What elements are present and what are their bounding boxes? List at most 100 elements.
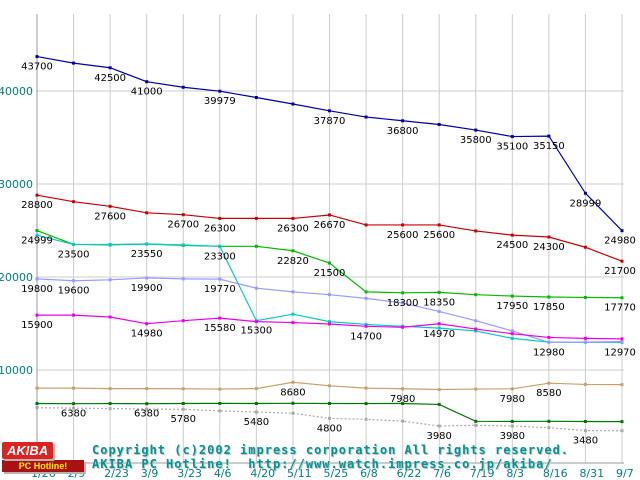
series-marker-dark-blue (108, 66, 112, 70)
series-marker-dark-blue (328, 109, 331, 113)
point-label-red: 26300 (277, 223, 309, 234)
series-marker-cyan (364, 322, 368, 326)
point-label-dark-green: 6380 (134, 409, 159, 420)
series-marker-tan (35, 386, 39, 390)
series-marker-red (437, 223, 441, 227)
point-label-green: 22820 (277, 256, 309, 267)
series-marker-gray (583, 429, 587, 433)
series-marker-green (254, 244, 258, 248)
series-marker-dark-blue (181, 85, 185, 89)
series-marker-magenta (218, 316, 222, 320)
series-marker-cyan (72, 242, 76, 246)
series-marker-red (328, 213, 331, 217)
point-label-dark-blue: 35100 (496, 142, 528, 153)
series-marker-magenta (437, 322, 441, 326)
series-marker-gray (437, 424, 441, 428)
series-marker-dark-blue (35, 55, 39, 59)
series-marker-dark-blue (72, 61, 76, 65)
point-label-green: 18300 (387, 298, 419, 309)
point-label-dark-green: 6380 (61, 409, 86, 420)
point-label-dark-blue: 41000 (131, 87, 163, 98)
point-label-dark-blue: 24980 (604, 236, 636, 247)
series-marker-magenta (583, 336, 587, 340)
point-label-red: 25600 (387, 230, 419, 241)
series-marker-magenta (364, 324, 368, 328)
series-marker-lavender (401, 301, 405, 305)
series-marker-dark-green (328, 401, 331, 405)
point-label-magenta: 14970 (423, 329, 455, 340)
pc-hotline-logo-text: PC Hotline! (2, 460, 84, 472)
series-marker-dark-green (35, 401, 39, 405)
series-marker-green (364, 290, 368, 294)
point-label-green: 17850 (533, 302, 565, 313)
x-axis-label: 8/3 (506, 467, 524, 480)
series-marker-gray (108, 407, 112, 411)
series-marker-lavender (583, 340, 587, 344)
point-label-magenta: 14980 (131, 329, 163, 340)
x-axis-label: 6/22 (397, 467, 422, 480)
point-label-lavender: 19800 (21, 284, 53, 295)
point-label-dark-blue: 36800 (387, 126, 419, 137)
series-marker-tan (474, 387, 478, 391)
series-marker-cyan (474, 329, 478, 333)
point-label-gray: 4800 (317, 423, 342, 434)
series-marker-magenta (72, 313, 76, 317)
copyright-line1: Copyright (c)2002 impress corporation Al… (92, 443, 570, 457)
series-marker-tan (547, 381, 551, 385)
series-marker-green (547, 295, 551, 299)
series-marker-red (474, 229, 478, 233)
point-label-red: 27600 (94, 211, 126, 222)
x-axis-label: 5/25 (324, 467, 349, 480)
series-marker-cyan (145, 242, 149, 246)
series-marker-red (72, 200, 76, 204)
point-label-gray: 5480 (244, 417, 269, 428)
series-marker-magenta (547, 335, 551, 339)
series-marker-red (218, 216, 222, 220)
x-axis-label: 8/31 (579, 467, 604, 480)
point-label-dark-blue: 43700 (21, 62, 53, 73)
point-label-tan: 8680 (280, 387, 305, 398)
series-marker-magenta (328, 322, 331, 326)
series-marker-lavender (620, 340, 624, 344)
series-marker-cyan (510, 336, 514, 340)
series-marker-gray (218, 409, 222, 413)
series-marker-tan (583, 382, 587, 386)
series-marker-gray (145, 407, 149, 411)
point-label-cyan: 12970 (604, 347, 636, 358)
series-marker-lavender (328, 293, 331, 297)
x-axis-label: 7/6 (433, 467, 451, 480)
series-marker-green (474, 293, 478, 297)
point-label-magenta: 15580 (204, 323, 236, 334)
y-axis-label: 40000 (0, 85, 33, 98)
series-marker-cyan (437, 326, 441, 330)
point-label-tan: 8580 (536, 388, 561, 399)
point-label-dark-blue: 37870 (314, 116, 346, 127)
point-label-green: 24999 (21, 236, 53, 247)
point-label-gray: 3980 (426, 431, 451, 442)
series-marker-gray (72, 406, 76, 410)
series-marker-cyan (218, 244, 222, 248)
series-marker-lavender (254, 286, 258, 290)
series-marker-tan (620, 383, 624, 387)
series-marker-lavender (218, 277, 222, 281)
series-marker-dark-blue (254, 96, 258, 100)
series-marker-dark-blue (291, 102, 295, 106)
series-marker-lavender (108, 278, 112, 282)
point-label-dark-blue: 28999 (570, 198, 602, 209)
series-marker-dark-blue (401, 119, 405, 123)
series-marker-tan (108, 387, 112, 391)
y-axis-label: 20000 (0, 271, 33, 284)
series-marker-dark-green (108, 402, 112, 406)
series-marker-lavender (35, 277, 39, 281)
series-marker-magenta (181, 319, 185, 323)
series-marker-red (145, 211, 149, 215)
x-axis-label: 4/20 (250, 467, 275, 480)
series-marker-green (35, 229, 39, 233)
series-marker-dark-green (401, 401, 405, 405)
series-marker-dark-green (291, 401, 295, 405)
series-marker-tan (145, 387, 149, 391)
series-marker-red (35, 193, 39, 197)
series-marker-gray (474, 423, 478, 427)
series-marker-magenta (474, 327, 478, 331)
